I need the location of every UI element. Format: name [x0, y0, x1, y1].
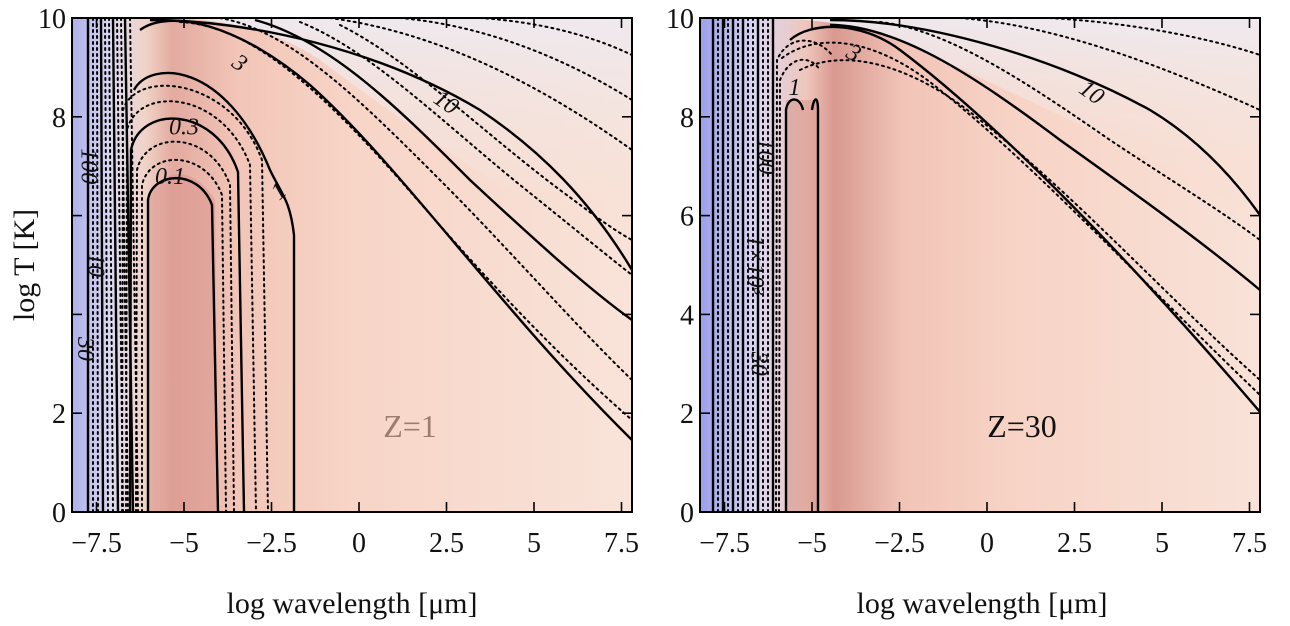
left-panel-annotation: Z=1: [383, 408, 437, 444]
contour-label: 0.1: [155, 164, 185, 190]
contour-label: 100: [753, 138, 779, 174]
x-tick-label: −5: [797, 528, 827, 559]
left-inner-lobe: [148, 174, 218, 512]
y-tick-label: 4: [680, 300, 694, 331]
x-tick-label: −7.5: [71, 528, 122, 559]
left-plot-frame: [71, 17, 633, 513]
left-upper-region: [140, 18, 632, 275]
x-tick-label: −7.5: [699, 528, 750, 559]
contour-label: 1: [789, 75, 801, 101]
left-x-ticks: −7.5 −5 −2.5 0 2.5 5 7.5: [71, 18, 639, 559]
x-tick-label: 7.5: [1232, 528, 1267, 559]
contour-label: 1×10³: [742, 235, 768, 295]
y-tick-label: 8: [52, 103, 66, 134]
x-tick-label: 2.5: [1057, 528, 1092, 559]
contour-label: 30: [746, 351, 772, 376]
right-x-axis-label: log wavelength [μm]: [856, 587, 1107, 620]
x-tick-label: 5: [1155, 528, 1169, 559]
y-tick-label: 8: [680, 103, 694, 134]
right-band-contours: [775, 39, 833, 512]
y-tick-label: 0: [52, 498, 66, 529]
contour-label: 30: [72, 336, 98, 361]
x-tick-label: 2.5: [429, 528, 464, 559]
right-diagonal-contours: [781, 18, 1260, 413]
right-upper-region: [760, 18, 1260, 220]
right-panel-annotation: Z=30: [987, 408, 1057, 444]
left-diagonal-contours: [139, 18, 632, 441]
left-lobe-contours: [121, 71, 296, 512]
left-edge-contours: [86, 18, 139, 512]
contour-label: 100: [76, 148, 102, 184]
right-x-ticks: −7.5 −5 −2.5 0 2.5 5 7.5: [699, 18, 1267, 559]
right-y-ticks: 0 2 4 6 8 10: [666, 4, 1260, 529]
x-tick-label: 7.5: [604, 528, 639, 559]
right-inner-band: [786, 100, 818, 512]
left-heatmap: [72, 18, 632, 512]
x-tick-label: −2.5: [874, 528, 925, 559]
x-tick-label: 5: [527, 528, 541, 559]
y-tick-label: 10: [38, 4, 66, 35]
left-x-axis-label: log wavelength [μm]: [226, 587, 477, 620]
y-axis-label: log T [K]: [8, 209, 41, 321]
y-tick-label: 0: [680, 498, 694, 529]
y-tick-label: 10: [666, 4, 694, 35]
x-tick-label: 0: [980, 528, 994, 559]
x-tick-label: −2.5: [246, 528, 297, 559]
right-edge-contours: [711, 18, 775, 512]
contour-label: 0.3: [169, 115, 199, 141]
y-tick-label: 2: [52, 399, 66, 430]
right-plot-frame: [699, 17, 1261, 513]
left-y-ticks: 0 2 8 10: [38, 4, 632, 529]
right-heatmap: [700, 18, 1260, 512]
x-tick-label: 0: [352, 528, 366, 559]
y-tick-label: 2: [680, 399, 694, 430]
x-tick-label: −5: [169, 528, 199, 559]
contour-label: 10: [83, 253, 109, 277]
y-tick-label: 6: [680, 202, 694, 233]
